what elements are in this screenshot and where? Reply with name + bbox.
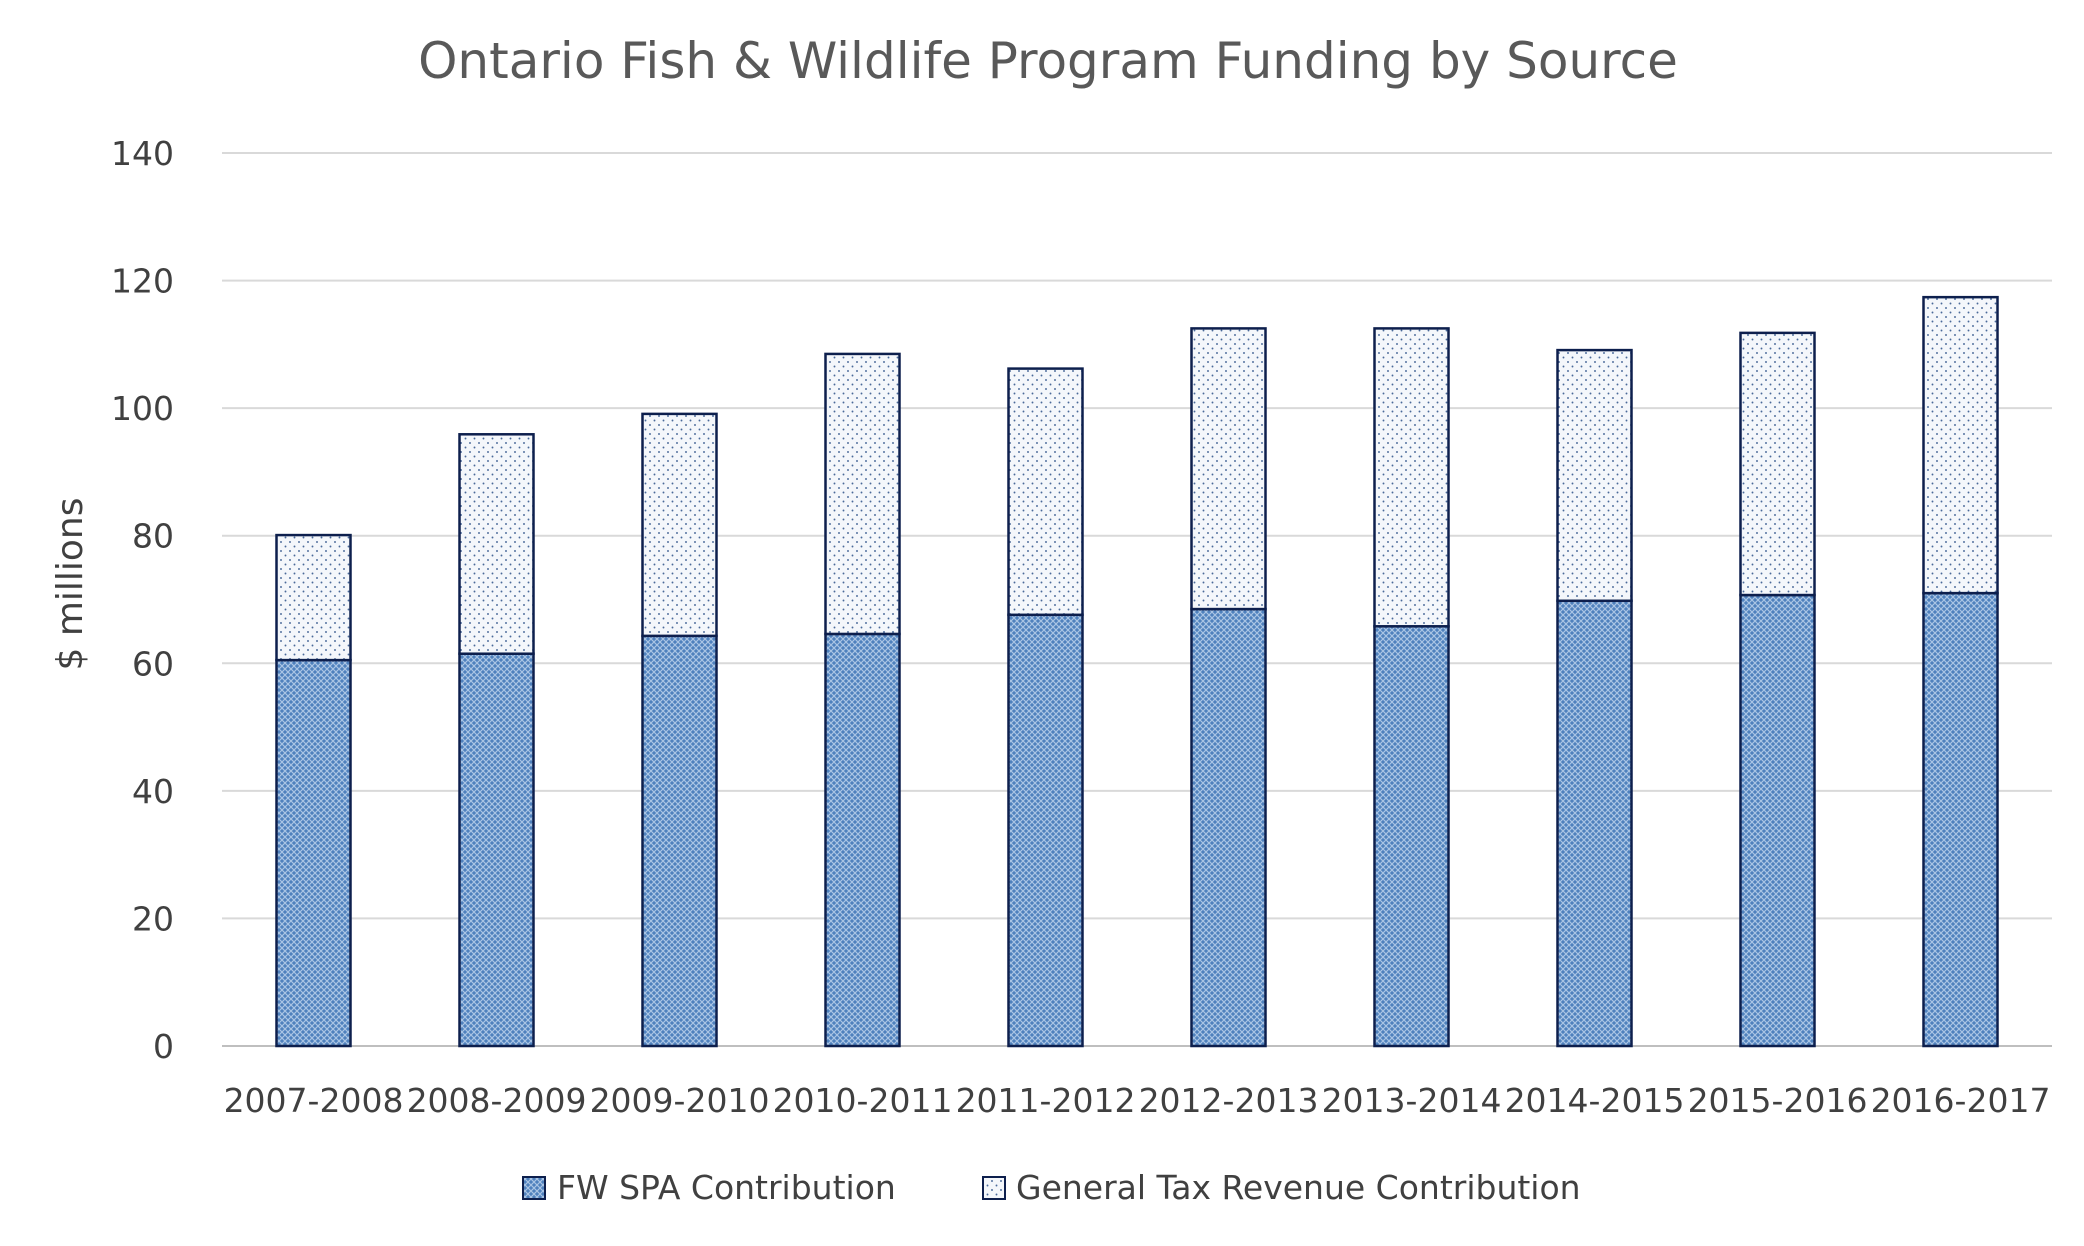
x-tick-label: 2012-2013 — [1139, 1081, 1319, 1120]
y-tick-label: 120 — [111, 262, 174, 301]
x-tick-label: 2008-2009 — [407, 1081, 587, 1120]
bar-fw-spa-2010-2011 — [824, 632, 901, 1048]
bar-fw-spa-2015-2016 — [1739, 593, 1816, 1048]
bar-general-tax-2012-2013 — [1190, 327, 1267, 611]
bar-fw-spa-2008-2009 — [458, 652, 535, 1048]
legend-label-fw-spa: FW SPA Contribution — [557, 1168, 896, 1207]
x-tick-label: 2016-2017 — [1871, 1081, 2051, 1120]
bar-fw-spa-2007-2008 — [275, 658, 352, 1048]
y-tick-label: 40 — [132, 772, 174, 811]
x-tick-label: 2010-2011 — [773, 1081, 953, 1120]
bar-fw-spa-2013-2014 — [1373, 625, 1450, 1048]
y-axis-label: $ millions — [50, 497, 91, 670]
bar-general-tax-2016-2017 — [1922, 295, 1999, 595]
x-tick-label: 2013-2014 — [1322, 1081, 1502, 1120]
legend: FW SPA Contribution General Tax Revenue C… — [522, 1168, 1581, 1207]
bar-general-tax-2013-2014 — [1373, 327, 1450, 628]
bar-general-tax-2014-2015 — [1556, 348, 1633, 603]
bar-fw-spa-2009-2010 — [641, 634, 718, 1048]
bar-general-tax-2015-2016 — [1739, 331, 1816, 597]
bar-fw-spa-2014-2015 — [1556, 599, 1633, 1048]
bars — [275, 295, 1999, 1048]
bar-fw-spa-2016-2017 — [1922, 591, 1999, 1048]
bar-fw-spa-2011-2012 — [1007, 613, 1084, 1048]
y-tick-label: 140 — [111, 134, 174, 173]
x-tick-label: 2007-2008 — [224, 1081, 404, 1120]
y-axis-ticks: 0 20 40 60 80 100 120 140 — [111, 134, 174, 1066]
chart-title: Ontario Fish & Wildlife Program Funding … — [418, 32, 1678, 90]
bar-fw-spa-2012-2013 — [1190, 607, 1267, 1048]
legend-label-general-tax: General Tax Revenue Contribution — [1016, 1168, 1581, 1207]
x-axis-ticks: 2007-2008 2008-2009 2009-2010 2010-2011 2011… — [224, 1081, 2051, 1120]
x-tick-label: 2011-2012 — [956, 1081, 1136, 1120]
y-tick-label: 60 — [132, 644, 174, 683]
x-tick-label: 2015-2016 — [1688, 1081, 1868, 1120]
legend-swatch-general-tax — [982, 1176, 1006, 1200]
x-tick-label: 2009-2010 — [590, 1081, 770, 1120]
bar-general-tax-2011-2012 — [1007, 367, 1084, 617]
bar-general-tax-2008-2009 — [458, 433, 535, 655]
legend-swatch-fw-spa — [522, 1176, 546, 1200]
y-tick-label: 20 — [132, 899, 174, 938]
bar-general-tax-2010-2011 — [824, 352, 901, 636]
x-tick-label: 2014-2015 — [1505, 1081, 1685, 1120]
bar-general-tax-2007-2008 — [275, 533, 352, 662]
y-tick-label: 80 — [132, 517, 174, 556]
y-tick-label: 0 — [153, 1027, 174, 1066]
y-tick-label: 100 — [111, 389, 174, 428]
bar-general-tax-2009-2010 — [641, 412, 718, 638]
